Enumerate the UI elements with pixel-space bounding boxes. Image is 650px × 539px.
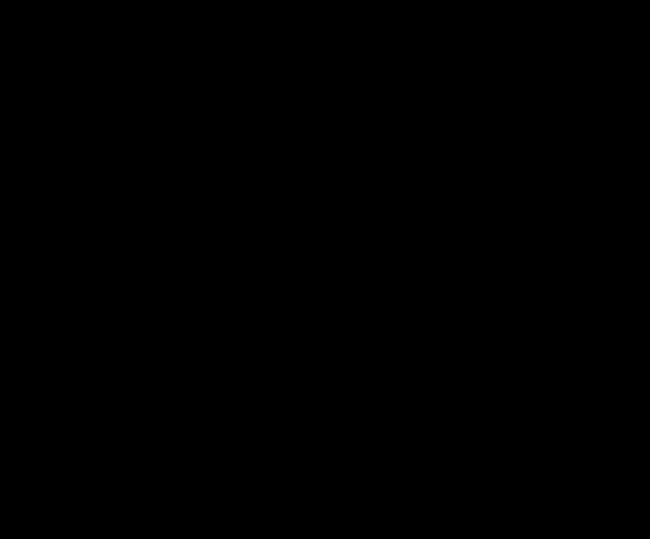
indicator-panel-hitarea[interactable] bbox=[0, 233, 650, 539]
candlestick-panel-hitarea[interactable] bbox=[0, 0, 650, 232]
